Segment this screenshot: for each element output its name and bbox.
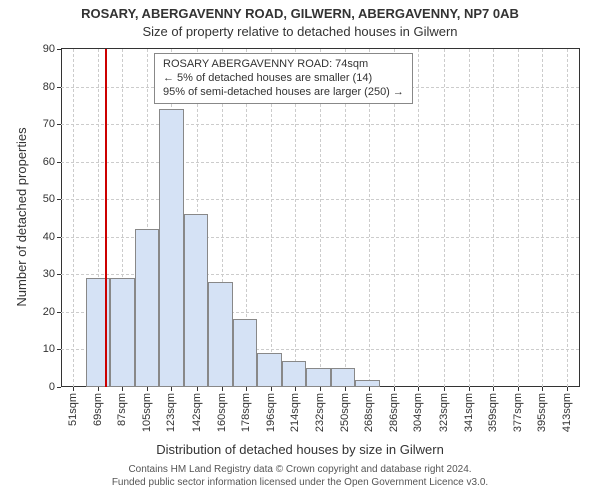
footer-line1: Contains HM Land Registry data © Crown c… — [0, 464, 600, 477]
y-tick-label: 10 — [43, 343, 61, 355]
x-tick-label: 395sqm — [542, 342, 554, 387]
x-tick-label: 286sqm — [394, 342, 406, 387]
gridline-vertical — [469, 49, 470, 387]
y-tick-label: 60 — [43, 156, 61, 168]
x-axis-label: Distribution of detached houses by size … — [0, 442, 600, 457]
x-tick-label: 341sqm — [469, 342, 481, 387]
x-tick-label: 413sqm — [567, 342, 579, 387]
histogram-bar — [208, 282, 233, 387]
gridline-vertical — [493, 49, 494, 387]
x-tick-label: 51sqm — [73, 348, 85, 387]
histogram-bar — [282, 361, 307, 387]
gridline-vertical — [418, 49, 419, 387]
x-tick-label: 304sqm — [418, 342, 430, 387]
gridline-vertical — [518, 49, 519, 387]
gridline-vertical — [542, 49, 543, 387]
histogram-bar — [257, 353, 282, 387]
gridline-vertical — [73, 49, 74, 387]
gridline-vertical — [567, 49, 568, 387]
footer-attribution: Contains HM Land Registry data © Crown c… — [0, 464, 600, 489]
y-tick-label: 30 — [43, 268, 61, 280]
y-tick-label: 90 — [43, 43, 61, 55]
y-tick-label: 0 — [49, 381, 61, 393]
histogram-bar — [233, 319, 258, 387]
histogram-bar — [184, 214, 209, 387]
x-tick-label: 323sqm — [444, 342, 456, 387]
chart-title-line2: Size of property relative to detached ho… — [0, 24, 600, 39]
histogram-bar — [110, 278, 135, 387]
y-tick-label: 50 — [43, 193, 61, 205]
footer-line2: Funded public sector information license… — [0, 477, 600, 490]
y-tick-label: 40 — [43, 231, 61, 243]
reference-line — [105, 49, 107, 387]
histogram-bar — [159, 109, 184, 387]
histogram-bar — [331, 368, 356, 387]
histogram-bar — [135, 229, 160, 387]
x-tick-label: 359sqm — [493, 342, 505, 387]
gridline-vertical — [444, 49, 445, 387]
histogram-bar — [355, 380, 380, 388]
histogram-bar — [306, 368, 331, 387]
plot-area: 010203040506070809051sqm69sqm87sqm105sqm… — [61, 48, 580, 387]
y-tick-label: 20 — [43, 306, 61, 318]
y-axis-line — [61, 49, 62, 387]
y-axis-label: Number of detached properties — [14, 127, 29, 306]
y-tick-label: 70 — [43, 118, 61, 130]
legend-line: 95% of semi-detached houses are larger (… — [163, 86, 404, 100]
y-tick-label: 80 — [43, 81, 61, 93]
legend-line: ROSARY ABERGAVENNY ROAD: 74sqm — [163, 58, 404, 72]
chart-title-line1: ROSARY, ABERGAVENNY ROAD, GILWERN, ABERG… — [0, 6, 600, 21]
x-tick-label: 377sqm — [518, 342, 530, 387]
legend-line: ← 5% of detached houses are smaller (14) — [163, 72, 404, 86]
legend-box: ROSARY ABERGAVENNY ROAD: 74sqm← 5% of de… — [154, 53, 413, 104]
